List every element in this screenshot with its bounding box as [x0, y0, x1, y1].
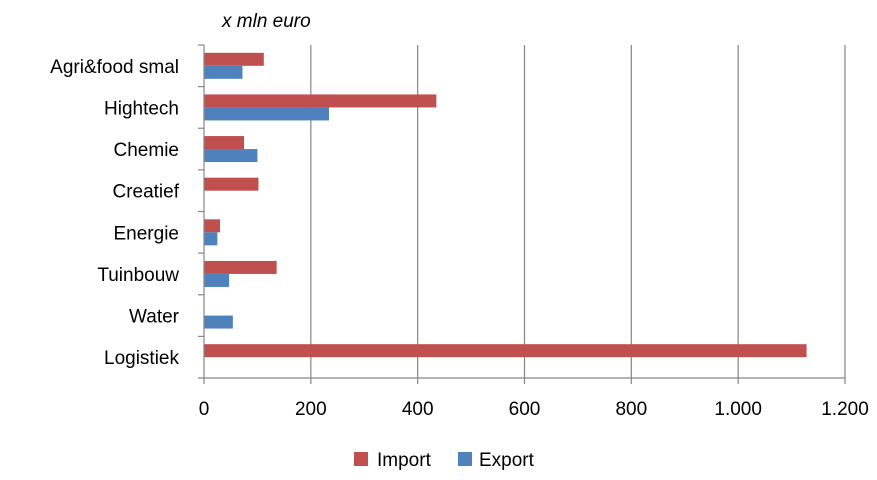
category-label: Creatief — [112, 182, 179, 203]
category-label: Agri&food smal — [50, 57, 179, 78]
x-tick-label: 800 — [615, 399, 647, 420]
x-tick-label: 1.000 — [714, 399, 762, 420]
bar-export — [204, 107, 329, 121]
bar-import — [204, 344, 807, 358]
bar-export — [204, 65, 243, 79]
bar-import — [204, 94, 437, 108]
bar-export — [204, 232, 218, 246]
x-tick-label: 0 — [199, 399, 210, 420]
bar-import — [204, 136, 245, 150]
legend: Import Export — [354, 450, 535, 471]
bars — [204, 52, 807, 358]
category-label: Hightech — [104, 98, 179, 119]
axes — [198, 44, 846, 384]
bar-import — [204, 52, 264, 66]
legend-swatch — [458, 452, 472, 466]
category-label: Water — [129, 307, 180, 328]
legend-swatch — [354, 452, 368, 466]
legend-label: Export — [479, 450, 535, 471]
x-tick-label: 1.200 — [821, 399, 869, 420]
legend-label: Import — [377, 450, 432, 471]
bar-import — [204, 219, 221, 233]
category-label: Chemie — [114, 140, 179, 161]
bar-import — [204, 260, 277, 274]
bar-export — [204, 149, 258, 163]
axis-labels: 0 200 400 600 800 1.000 1.200 Agri&food smal Hig… — [50, 57, 869, 420]
category-label: Tuinbouw — [97, 265, 179, 286]
bar-export — [204, 315, 233, 329]
x-tick-label: 200 — [295, 399, 327, 420]
category-label: Energie — [114, 223, 180, 244]
bar-import — [204, 177, 259, 191]
category-label: Logistiek — [104, 348, 179, 369]
x-tick-label: 400 — [402, 399, 434, 420]
chart-title: x mln euro — [221, 11, 311, 32]
bar-export — [204, 273, 230, 287]
x-tick-label: 600 — [509, 399, 541, 420]
